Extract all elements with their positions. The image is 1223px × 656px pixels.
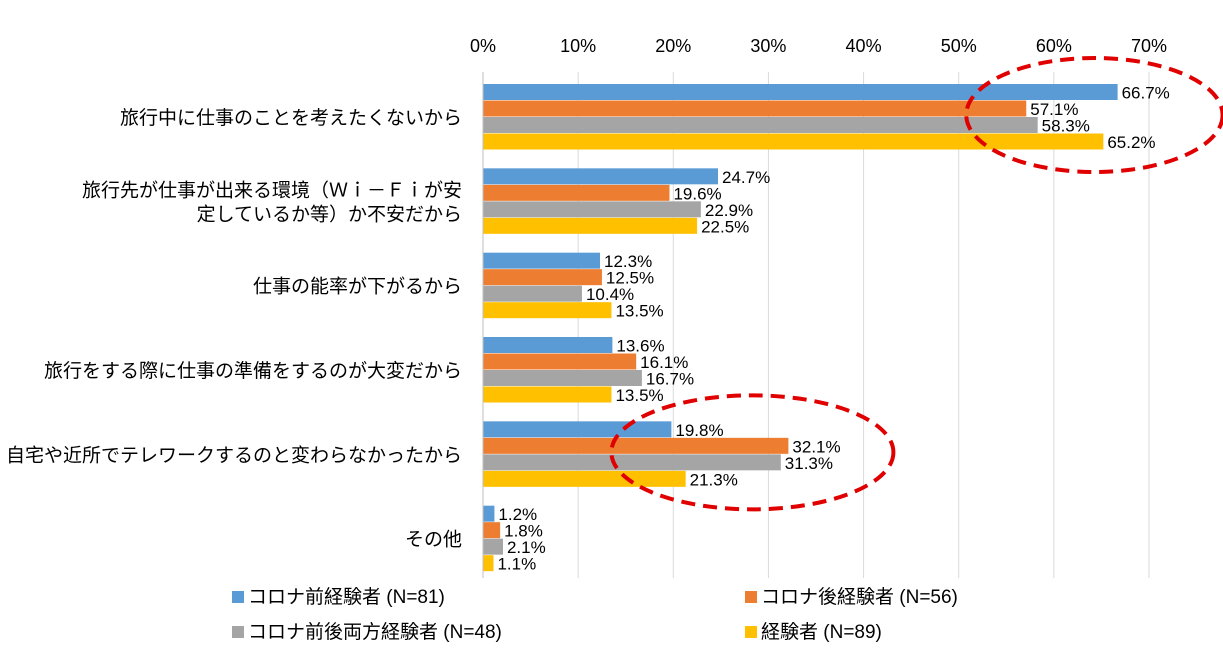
category-label: 旅行先が仕事が出来る環境（Ｗｉ－Ｆｉが安: [82, 179, 462, 201]
bar: [483, 252, 601, 269]
bar: [483, 217, 698, 234]
data-label: 16.1%: [640, 353, 688, 372]
data-label: 21.3%: [690, 470, 738, 489]
bar: [483, 505, 495, 522]
category-label: その他: [405, 529, 462, 551]
dashed-ellipse-annotation: [609, 393, 896, 512]
bar: [483, 168, 719, 185]
bar: [483, 421, 672, 438]
data-label: 24.7%: [722, 168, 770, 187]
bar: [483, 117, 1038, 133]
category-label: 旅行をする際に仕事の準備をするのが大変だから: [44, 360, 462, 382]
data-label: 12.5%: [606, 269, 654, 288]
legend-entry: コロナ前経験者 (N=81): [248, 586, 445, 608]
bar: [483, 454, 781, 471]
category-label: 旅行中に仕事のことを考えたくないから: [120, 107, 462, 129]
data-label: 66.7%: [1122, 84, 1170, 103]
x-tick-label: 0%: [470, 36, 496, 56]
legend-swatch: [232, 626, 244, 638]
legend-entry: 経験者 (N=89): [761, 621, 882, 643]
data-label: 1.1%: [497, 555, 536, 574]
data-label: 58.3%: [1042, 117, 1090, 136]
data-label: 13.5%: [615, 302, 663, 321]
data-label: 65.2%: [1107, 133, 1155, 152]
bar: [483, 370, 642, 386]
bar: [483, 84, 1118, 100]
data-label: 19.6%: [673, 184, 721, 203]
bar: [483, 522, 501, 539]
data-label: 31.3%: [785, 454, 833, 473]
category-label: 自宅や近所でテレワークするのと変わらなかったから: [6, 444, 462, 466]
legend-entry: コロナ後経験者 (N=56): [761, 586, 958, 608]
data-label: 16.7%: [646, 370, 694, 389]
grid-lines: [577, 72, 1150, 578]
legend: コロナ前経験者 (N=81) コロナ後経験者 (N=56) コロナ前後両方経験者 (…: [232, 586, 958, 643]
legend-swatch: [232, 591, 244, 603]
data-label: 22.9%: [705, 201, 753, 220]
legend-swatch: [745, 626, 757, 638]
data-label: 32.1%: [792, 437, 840, 456]
data-label: 13.5%: [615, 386, 663, 405]
bar: [483, 353, 637, 370]
data-label: 12.3%: [604, 252, 652, 271]
bar: [483, 437, 789, 454]
x-tick-label: 60%: [1036, 36, 1072, 56]
bar: [483, 538, 503, 555]
data-labels: 66.7% 57.1%58.3% 65.2% 24.7%19.6%22.9%22.5%…: [497, 84, 1169, 574]
x-tick-label: 20%: [655, 36, 691, 56]
data-label: 19.8%: [675, 421, 723, 440]
bar: [483, 285, 582, 302]
x-tick-label: 40%: [846, 36, 882, 56]
bar: [483, 133, 1104, 150]
x-axis-tick-labels: 0% 10% 20% 30% 40% 50% 60% 70%: [470, 36, 1167, 56]
category-label: 定しているか等）か不安だから: [197, 203, 462, 225]
data-label: 22.5%: [701, 217, 749, 236]
bar: [483, 302, 612, 319]
x-tick-label: 10%: [560, 36, 596, 56]
legend-entry: コロナ前後両方経験者 (N=48): [248, 621, 502, 643]
x-tick-label: 70%: [1131, 36, 1167, 56]
x-tick-label: 50%: [941, 36, 977, 56]
bar: [483, 337, 613, 353]
bar: [483, 555, 494, 572]
data-label: 57.1%: [1030, 100, 1078, 119]
data-label: 1.8%: [504, 522, 543, 541]
bars: [483, 84, 1118, 572]
bar: [483, 470, 686, 487]
bar: [483, 100, 1027, 117]
category-label: 仕事の能率が下がるから: [253, 276, 462, 298]
data-label: 2.1%: [507, 538, 546, 557]
data-label: 10.4%: [586, 285, 634, 304]
bar: [483, 184, 670, 201]
bar: [483, 386, 612, 403]
x-tick-label: 30%: [750, 36, 786, 56]
data-label: 1.2%: [498, 505, 537, 524]
bar: [483, 201, 701, 218]
category-labels: 旅行中に仕事のことを考えたくないから旅行先が仕事が出来る環境（Ｗｉ－Ｆｉが安定し…: [6, 107, 462, 551]
bar: [483, 269, 602, 286]
data-label: 13.6%: [616, 337, 664, 356]
legend-swatch: [745, 591, 757, 603]
